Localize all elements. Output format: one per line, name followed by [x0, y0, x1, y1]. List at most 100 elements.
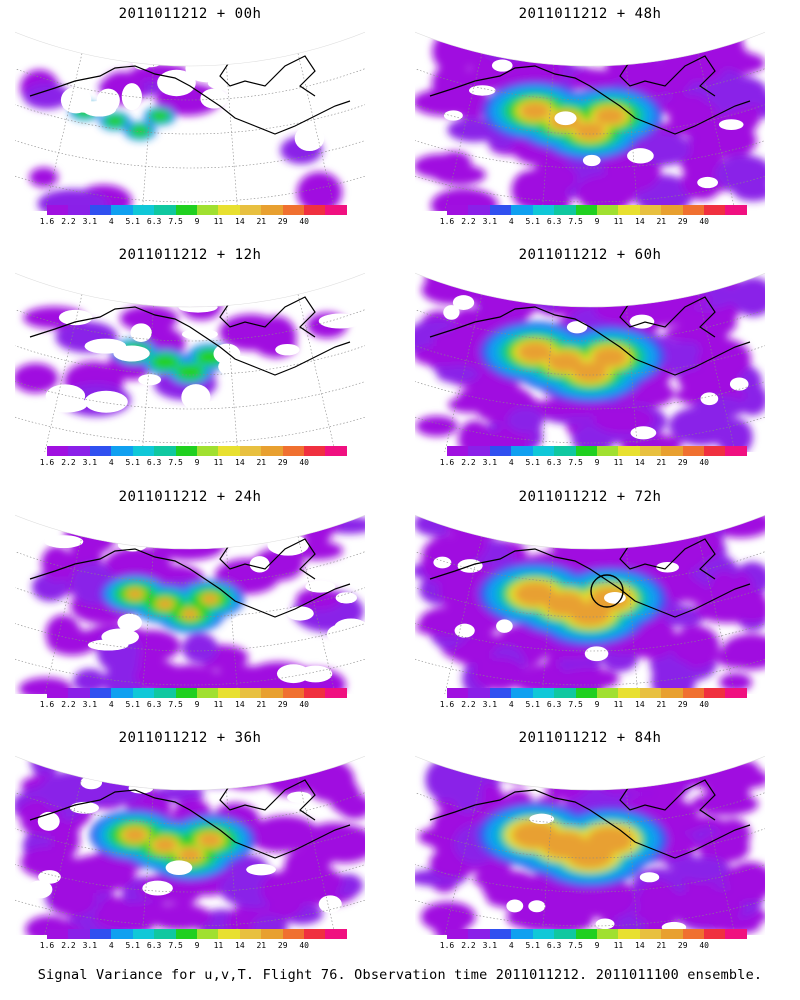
colorbar-swatch [489, 929, 512, 939]
colorbar-swatch [511, 205, 533, 215]
colorbar-swatch [111, 929, 133, 939]
forecast-panel: 2011011212 + 36h 1.6 2.2 3.1 4 5.1 6.3 7.5 9 11 14… [0, 728, 380, 973]
variance-map [415, 267, 765, 452]
forecast-panel: 2011011212 + 84h 1.6 2.2 3.1 4 5.1 6.3 7.5 9 11 14… [400, 728, 780, 973]
colorbar-tick-label: 4 [508, 941, 514, 950]
colorbar-tick-label: 6.3 [146, 458, 162, 467]
colorbar-tick-label: 6.3 [546, 217, 562, 226]
colorbar-tick-label: 21 [656, 700, 667, 709]
colorbar-tick-label: 6.3 [146, 700, 162, 709]
colorbar-swatch [325, 446, 347, 456]
colorbar-tick-label: 14 [235, 941, 245, 950]
colorbar-swatch [261, 929, 283, 939]
colorbar-swatch [554, 205, 576, 215]
colorbar-tick-label: 40 [299, 700, 309, 709]
colorbar-tick-label: 4 [108, 217, 114, 226]
colorbar-swatch [68, 205, 90, 215]
colorbar-tick-label: 29 [677, 941, 688, 950]
colorbar-tick-label: 7.5 [168, 941, 183, 950]
colorbar-swatch [468, 929, 490, 939]
variance-map [15, 31, 365, 211]
colorbar-swatch [261, 688, 283, 698]
colorbar-tick-label: 9 [194, 700, 200, 709]
colorbar-swatch [89, 446, 112, 456]
forecast-panel: 2011011212 + 60h 1.6 2.2 3.1 4 5.1 6.3 7.5 9 11 14… [400, 245, 780, 490]
colorbar-tick-label: 11 [613, 458, 624, 467]
colorbar-ticks: 1.6 2.2 3.1 4 5.1 6.3 7.5 9 11 14 21 29 40 [440, 217, 747, 227]
panel-title: 2011011212 + 72h [518, 489, 662, 505]
colorbar-swatch [447, 446, 469, 456]
colorbar-tick-label: 21 [256, 700, 267, 709]
forecast-panel: 2011011212 + 00h 1.6 2.2 3.1 4 5.1 6.3 7.5 9 11 14… [0, 4, 380, 249]
colorbar-swatch [175, 929, 197, 939]
colorbar-swatch [68, 929, 90, 939]
colorbar-swatch [554, 929, 576, 939]
colorbar-swatch [196, 929, 219, 939]
colorbar-swatch [196, 205, 219, 215]
colorbar-tick-label: 5.1 [525, 941, 540, 950]
colorbar-tick-label: 2.2 [61, 217, 76, 226]
colorbar-swatch [639, 929, 662, 939]
colorbar-swatch [532, 688, 555, 698]
colorbar-swatch [575, 205, 597, 215]
colorbar-tick-label: 40 [299, 217, 309, 226]
colorbar [47, 688, 347, 698]
variance-map [15, 509, 365, 694]
colorbar-swatch [282, 688, 305, 698]
colorbar-tick-label: 3.1 [82, 458, 98, 467]
colorbar-tick-label: 1.6 [439, 941, 455, 950]
colorbar-tick-label: 3.1 [82, 217, 98, 226]
colorbar-tick-label: 2.2 [461, 217, 476, 226]
variance-field [20, 48, 365, 211]
colorbar-tick-label: 4 [108, 941, 114, 950]
colorbar-swatch [175, 205, 197, 215]
colorbar-tick-label: 11 [213, 700, 224, 709]
colorbar-tick-label: 29 [677, 217, 688, 226]
variance-field [415, 509, 765, 694]
colorbar-swatch [304, 929, 326, 939]
colorbar-ticks: 1.6 2.2 3.1 4 5.1 6.3 7.5 9 11 14 21 29 40 [440, 941, 747, 951]
colorbar-tick-label: 29 [277, 217, 288, 226]
colorbar-tick-label: 2.2 [461, 941, 476, 950]
colorbar-swatch [704, 929, 726, 939]
colorbar-swatch [704, 688, 726, 698]
colorbar-swatch [325, 929, 347, 939]
colorbar-ticks: 1.6 2.2 3.1 4 5.1 6.3 7.5 9 11 14 21 29 40 [40, 458, 347, 468]
colorbar-swatch [682, 446, 705, 456]
colorbar-ticks: 1.6 2.2 3.1 4 5.1 6.3 7.5 9 11 14 21 29 40 [440, 700, 747, 710]
colorbar-tick-label: 4 [108, 458, 114, 467]
variance-field [415, 267, 765, 452]
colorbar-swatch [596, 688, 619, 698]
colorbar-swatch [639, 688, 662, 698]
colorbar-swatch [132, 446, 155, 456]
colorbar-tick-label: 1.6 [39, 458, 55, 467]
colorbar-swatch [68, 688, 90, 698]
colorbar-tick-label: 11 [213, 217, 224, 226]
colorbar-swatch [325, 205, 347, 215]
colorbar-swatch [175, 688, 197, 698]
colorbar-tick-label: 29 [277, 941, 288, 950]
colorbar-tick-label: 6.3 [546, 700, 562, 709]
colorbar-tick-label: 9 [594, 700, 600, 709]
colorbar-tick-label: 40 [699, 458, 709, 467]
variance-map [415, 509, 765, 694]
panel-title: 2011011212 + 60h [518, 247, 662, 263]
figure-caption: Signal Variance for u,v,T. Flight 76. Ob… [37, 967, 763, 983]
colorbar-swatch [618, 446, 640, 456]
colorbar-tick-label: 1.6 [39, 941, 55, 950]
colorbar-tick-label: 9 [194, 941, 200, 950]
colorbar-ticks: 1.6 2.2 3.1 4 5.1 6.3 7.5 9 11 14 21 29 40 [40, 700, 347, 710]
colorbar-ticks: 1.6 2.2 3.1 4 5.1 6.3 7.5 9 11 14 21 29 40 [440, 458, 747, 468]
colorbar-tick-label: 9 [194, 458, 200, 467]
colorbar-tick-label: 3.1 [482, 458, 498, 467]
colorbar-tick-label: 9 [594, 458, 600, 467]
variance-field [415, 26, 765, 211]
colorbar-swatch [511, 929, 533, 939]
panel-title: 2011011212 + 24h [118, 489, 262, 505]
colorbar-swatch [532, 929, 555, 939]
colorbar-tick-label: 21 [256, 217, 267, 226]
colorbar-swatch [532, 205, 555, 215]
colorbar-swatch [575, 688, 597, 698]
colorbar-tick-label: 29 [677, 458, 688, 467]
colorbar-swatch [218, 929, 240, 939]
